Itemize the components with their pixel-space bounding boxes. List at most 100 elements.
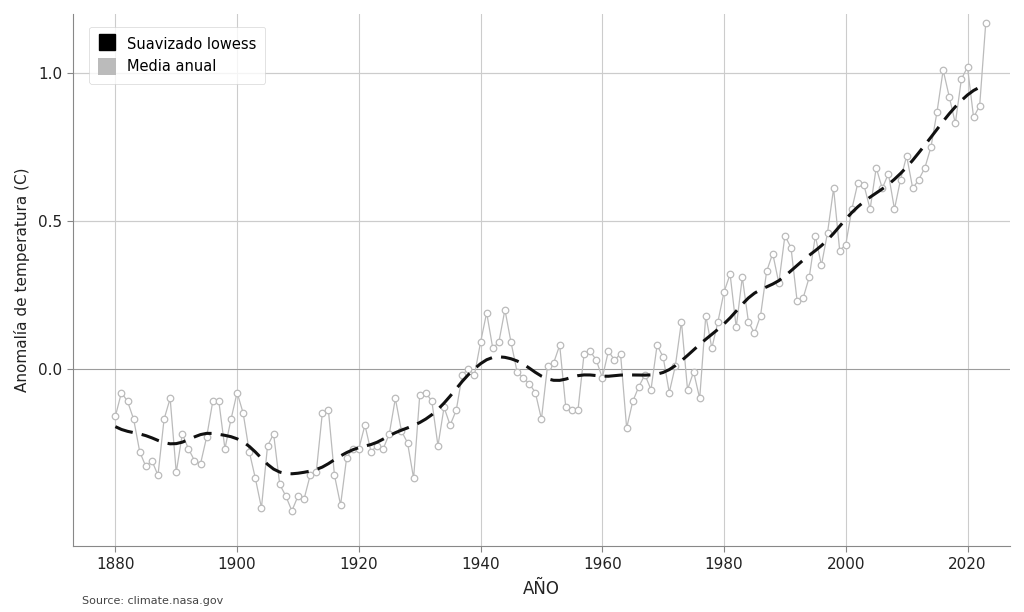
Point	[953, 74, 970, 84]
Point	[290, 491, 306, 501]
Legend: Suavizado lowess, Media anual: Suavizado lowess, Media anual	[89, 26, 265, 83]
Point	[582, 346, 598, 356]
Point	[333, 500, 349, 510]
Point	[229, 387, 246, 397]
Point	[241, 447, 257, 457]
Point	[881, 169, 897, 179]
Point	[765, 248, 781, 258]
Text: Source: climate.nasa.gov: Source: climate.nasa.gov	[82, 596, 223, 606]
Point	[691, 394, 708, 403]
Point	[892, 174, 908, 184]
Point	[278, 491, 294, 501]
Point	[662, 387, 678, 397]
Point	[327, 471, 343, 480]
Point	[534, 414, 550, 424]
Point	[143, 456, 160, 466]
Point	[344, 444, 360, 453]
Point	[302, 471, 318, 480]
Point	[381, 429, 397, 439]
Point	[424, 397, 440, 406]
Point	[253, 503, 269, 513]
Point	[350, 444, 367, 453]
Point	[813, 261, 829, 271]
Point	[399, 438, 416, 448]
Point	[162, 394, 178, 403]
Point	[174, 429, 190, 439]
Point	[515, 373, 531, 382]
Point	[600, 346, 616, 356]
Point	[825, 184, 842, 193]
Point	[271, 479, 288, 489]
Point	[697, 311, 714, 321]
Point	[728, 323, 744, 332]
Point	[782, 243, 799, 253]
Point	[923, 142, 939, 152]
Point	[308, 468, 325, 477]
Point	[947, 119, 964, 129]
Point	[168, 468, 184, 477]
Point	[862, 204, 879, 214]
Point	[375, 444, 391, 453]
Point	[186, 456, 203, 466]
Point	[868, 163, 885, 173]
Point	[193, 458, 209, 468]
Point	[740, 316, 757, 326]
Point	[369, 441, 385, 450]
Point	[137, 461, 154, 471]
Point	[856, 181, 872, 190]
Point	[941, 92, 957, 102]
Point	[558, 403, 574, 412]
Point	[387, 394, 403, 403]
Point	[497, 305, 513, 315]
Point	[296, 494, 312, 504]
Point	[569, 405, 586, 415]
Point	[356, 420, 373, 430]
Point	[801, 272, 817, 282]
Point	[631, 382, 647, 392]
Point	[935, 65, 951, 75]
Point	[959, 62, 976, 72]
Point	[284, 506, 300, 516]
Point	[430, 441, 446, 450]
Point	[685, 367, 701, 377]
Point	[844, 204, 860, 214]
Point	[929, 106, 945, 116]
Point	[234, 408, 251, 418]
Point	[703, 343, 720, 353]
Point	[362, 447, 379, 457]
Point	[734, 272, 751, 282]
Point	[540, 361, 556, 371]
Point	[753, 311, 769, 321]
Point	[771, 278, 787, 288]
Point	[898, 151, 914, 161]
Point	[625, 397, 641, 406]
Point	[716, 287, 732, 297]
Point	[710, 316, 726, 326]
Point	[503, 337, 519, 347]
Point	[150, 471, 166, 480]
Point	[460, 364, 476, 374]
Point	[180, 444, 197, 453]
Point	[108, 411, 124, 421]
Point	[223, 414, 240, 424]
Point	[618, 423, 635, 433]
Point	[484, 343, 501, 353]
Point	[199, 432, 215, 442]
Point	[777, 231, 794, 241]
Point	[759, 266, 775, 276]
Point	[125, 414, 141, 424]
Point	[442, 420, 459, 430]
Point	[546, 358, 562, 368]
Point	[874, 184, 891, 193]
Point	[393, 426, 410, 436]
Point	[904, 184, 921, 193]
Point	[807, 231, 823, 241]
Point	[314, 408, 331, 418]
Point	[454, 370, 470, 379]
Point	[247, 474, 263, 483]
Point	[217, 444, 233, 453]
Point	[972, 101, 988, 111]
Point	[259, 441, 275, 450]
Point	[509, 367, 525, 377]
Point	[339, 453, 355, 463]
